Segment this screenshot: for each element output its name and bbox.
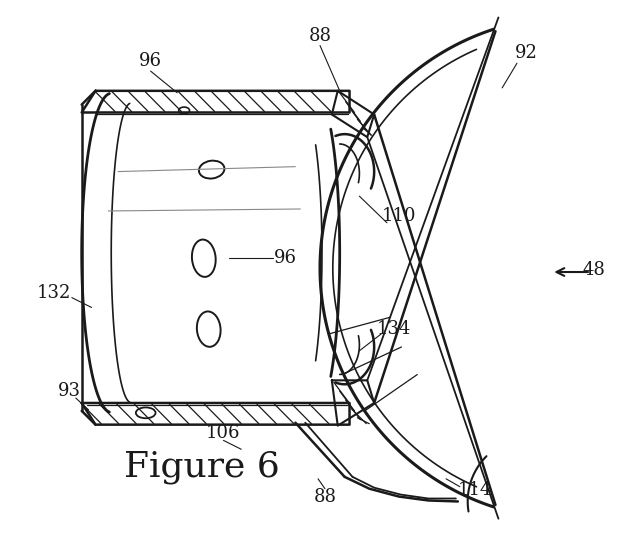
- Text: 92: 92: [515, 44, 538, 62]
- Text: 88: 88: [308, 27, 332, 45]
- Text: 106: 106: [206, 424, 241, 442]
- Text: 96: 96: [274, 249, 297, 267]
- Text: 48: 48: [582, 261, 605, 279]
- Text: Figure 6: Figure 6: [124, 450, 280, 484]
- Text: 114: 114: [458, 480, 492, 498]
- Text: 134: 134: [377, 320, 411, 338]
- Text: 88: 88: [314, 488, 337, 506]
- Text: 96: 96: [139, 52, 162, 70]
- Text: 93: 93: [58, 382, 81, 400]
- Text: 110: 110: [381, 207, 416, 225]
- Text: 132: 132: [37, 284, 71, 302]
